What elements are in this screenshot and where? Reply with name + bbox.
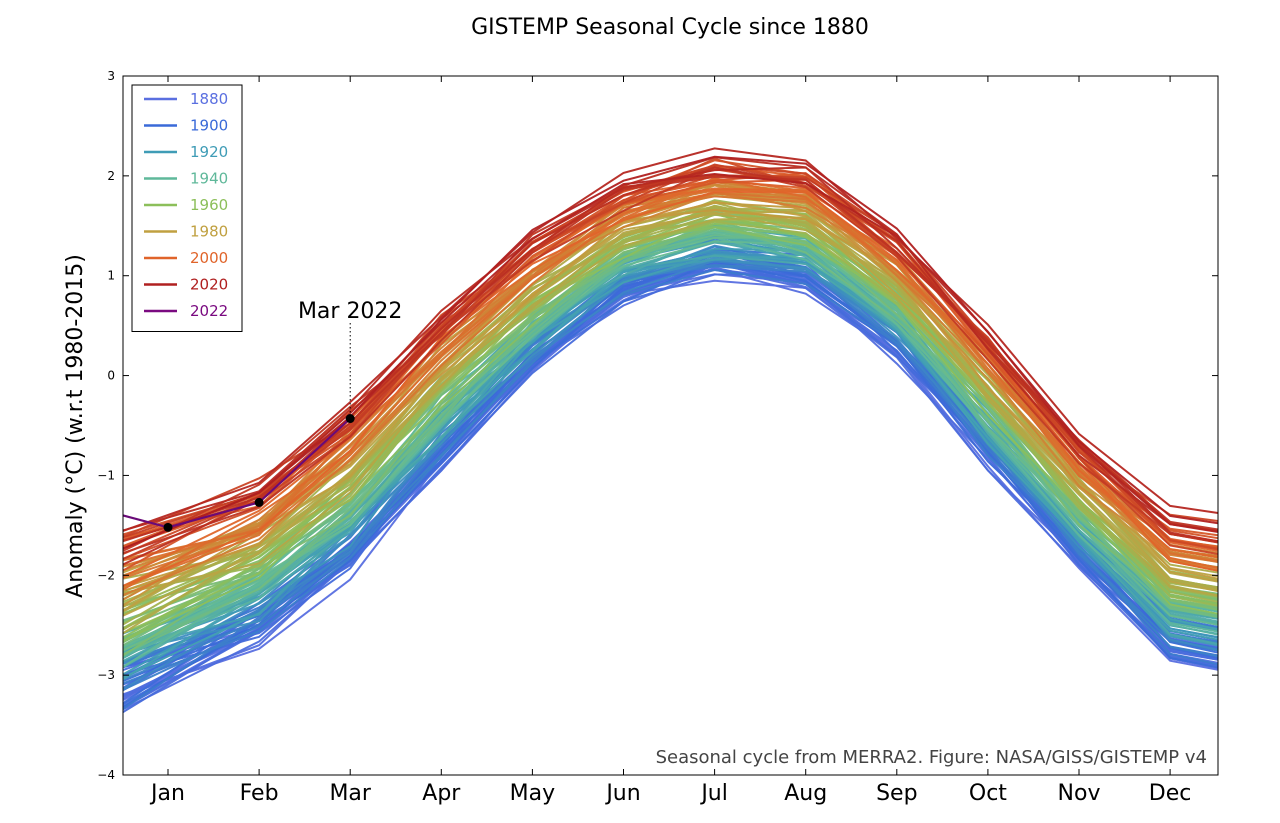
legend-label: 2000 [190,249,228,267]
series-2022-point [163,522,173,532]
figure-credit: Seasonal cycle from MERRA2. Figure: NASA… [656,747,1207,768]
year-series-line [122,266,1219,711]
x-tick-label: Jun [604,781,640,806]
annotation-label: Mar 2022 [298,299,403,324]
legend-label: 1900 [190,117,228,135]
series-2022-line [122,417,351,529]
chart-title: GISTEMP Seasonal Cycle since 1880 [471,15,869,40]
year-series-line [122,209,1219,597]
y-tick-label: −2 [97,568,115,582]
x-tick-label: Jan [149,781,185,806]
x-ticks: Jan Feb Mar Apr May Jun Jul Aug Sep Oct Nov Dec [149,76,1191,806]
y-tick-label: 2 [107,169,115,183]
legend-label: 1960 [190,196,228,214]
legend-label: 1940 [190,170,228,188]
x-tick-label: Aug [784,781,827,806]
year-series-line [122,155,1219,550]
x-tick-label: Oct [969,781,1007,806]
year-series-line [122,213,1219,642]
series-2022-point [345,414,355,424]
year-series-line [122,258,1219,653]
plot-frame [122,75,1219,776]
x-tick-label: Sep [876,781,917,806]
year-series-line [122,187,1219,578]
y-tick-label: 1 [107,269,115,283]
series-2022 [122,414,355,532]
x-tick-label: Jul [699,781,728,806]
x-tick-label: Dec [1149,781,1192,806]
year-series-line [122,240,1219,648]
annotation: Mar 2022 [298,299,403,413]
y-axis-label: Anomaly (°C) (w.r.t 1980-2015) [63,254,88,598]
x-tick-label: May [510,781,555,806]
y-tick-label: 0 [107,369,115,383]
year-series-line [122,218,1219,611]
legend-label: 2022 [190,302,228,320]
year-series-line [122,255,1219,653]
year-series-line [122,208,1219,593]
legend-label: 1920 [190,143,228,161]
x-tick-label: Mar [329,781,371,806]
x-tick-label: Nov [1058,781,1101,806]
y-tick-label: −4 [97,768,115,782]
year-series-line [122,204,1219,594]
series-lines [122,147,1219,713]
year-series-line [122,147,1219,532]
legend-label: 1980 [190,223,228,241]
y-tick-label: 3 [107,69,115,83]
legend-label: 1880 [190,90,228,108]
y-ticks: 3 2 1 0 −1 −2 −3 −4 [97,69,1218,782]
x-tick-label: Apr [422,781,461,806]
series-2022-point [254,497,264,507]
legend: 1880 1900 1920 1940 1960 1980 2000 2020 2022 [131,84,243,332]
x-tick-label: Feb [240,781,279,806]
y-tick-label: −1 [97,468,115,482]
legend-label: 2020 [190,276,228,294]
y-tick-label: −3 [97,668,115,682]
